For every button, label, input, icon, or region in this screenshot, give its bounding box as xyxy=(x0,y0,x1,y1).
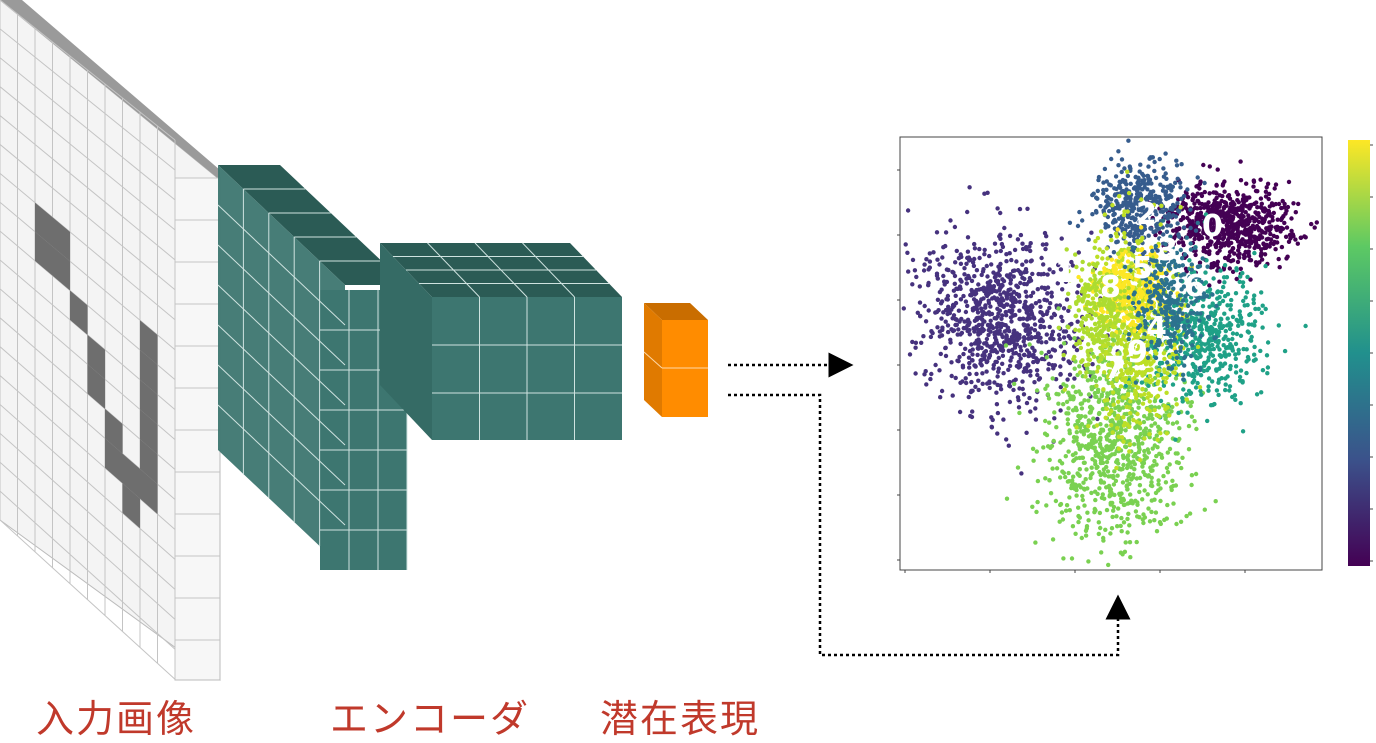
encoder-block-1 xyxy=(217,165,408,570)
latent-label: 潜在表現 xyxy=(600,697,761,741)
colorbar xyxy=(1348,140,1373,566)
cluster-labels: 0 1 2 3 4 5 6 7 8 9 xyxy=(1055,197,1223,386)
input-digit-cells xyxy=(35,202,158,529)
cluster-label-8: 8 xyxy=(1100,270,1121,305)
cluster-label-4: 4 xyxy=(1146,311,1167,346)
cluster-label-2: 2 xyxy=(1136,197,1157,232)
scatter-points xyxy=(901,138,1320,568)
cluster-label-3: 3 xyxy=(1157,233,1178,268)
scatter-plot: 0 1 2 3 4 5 6 7 8 9 xyxy=(897,136,1323,573)
cluster-label-0: 0 xyxy=(1202,209,1223,244)
arrow-to-xaxis xyxy=(728,393,1131,657)
input-image-top xyxy=(0,0,220,180)
axis-ticks xyxy=(897,169,1246,573)
encoder-label: エンコーダ xyxy=(330,697,531,741)
input-image xyxy=(0,0,221,681)
latent-vector xyxy=(643,303,708,417)
cluster-label-6: 6 xyxy=(1184,269,1205,304)
cluster-label-5: 5 xyxy=(1132,251,1153,286)
cluster-label-1: 1 xyxy=(1055,255,1076,290)
cluster-label-9: 9 xyxy=(1127,335,1148,370)
encoder-block-2 xyxy=(380,242,622,440)
input-image-edge xyxy=(174,177,221,681)
input-image-label: 入力画像 xyxy=(36,697,197,741)
cluster-label-7: 7 xyxy=(1104,351,1125,386)
